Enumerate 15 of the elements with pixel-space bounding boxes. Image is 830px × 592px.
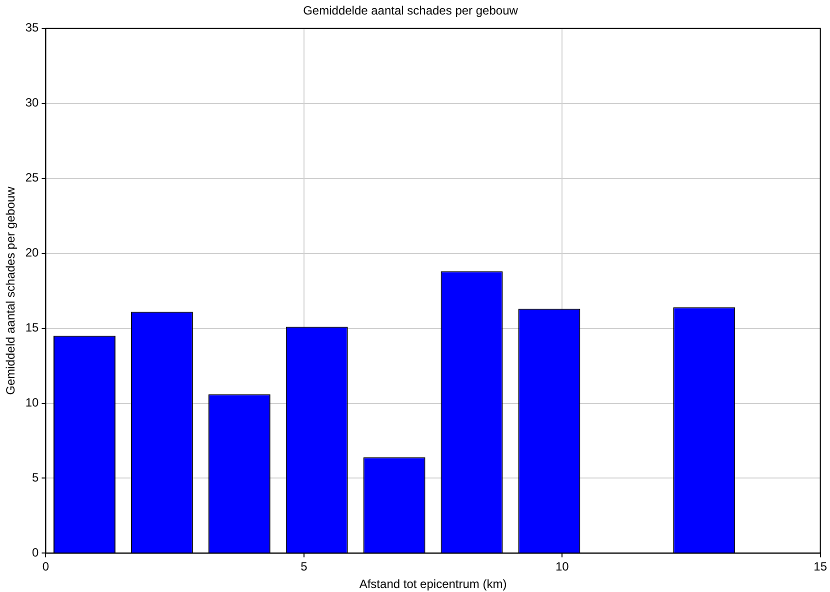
- y-tick-label: 25: [25, 170, 40, 185]
- x-tick-label: 0: [42, 560, 50, 574]
- y-tick-label: 20: [25, 246, 40, 260]
- y-tick-label: 15: [25, 320, 40, 335]
- y-tick-label: 10: [25, 396, 40, 410]
- y-tick-label: 5: [32, 470, 40, 485]
- chart-title: Gemiddelde aantal schades per gebouw: [303, 4, 518, 18]
- y-tick-label: 30: [25, 96, 40, 110]
- x-tick-label: 10: [555, 560, 570, 574]
- x-tick-label: 15: [814, 560, 828, 574]
- y-tick-label: 0: [32, 546, 40, 560]
- x-tick-label: 5: [300, 560, 308, 574]
- y-tick-label: 35: [25, 20, 40, 35]
- x-axis-title: Afstand tot epicentrum (km): [359, 577, 507, 592]
- y-axis-title: Gemiddeld aantal schades per gebouw: [4, 186, 18, 395]
